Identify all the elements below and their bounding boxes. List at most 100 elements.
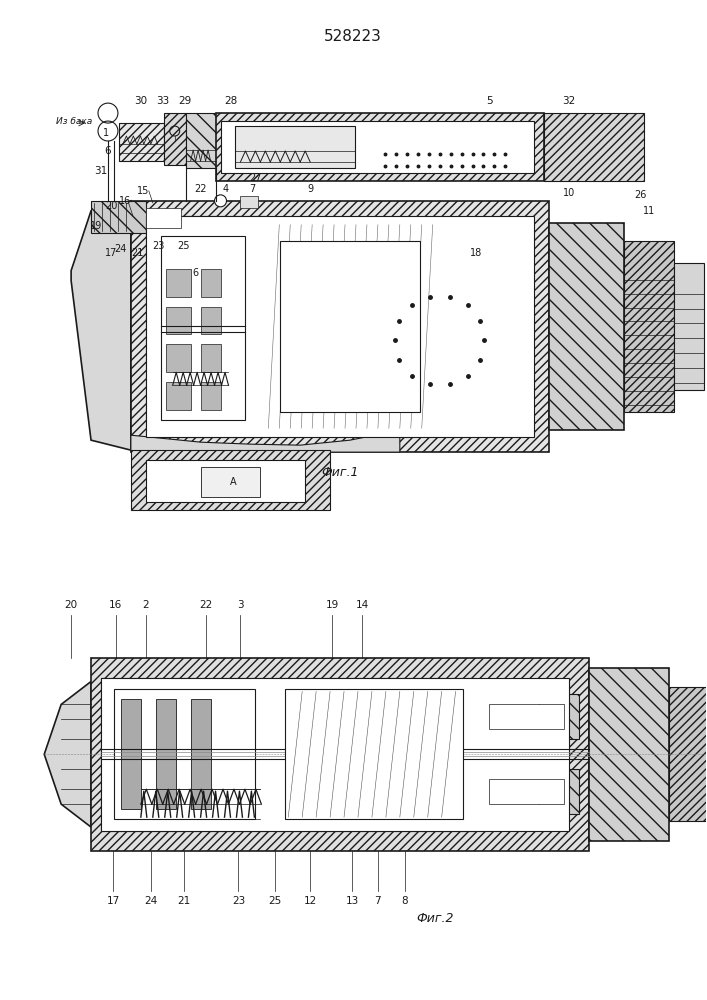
Bar (489, 704, 564, 729)
Bar (165, 307, 191, 334)
Bar (549, 223, 624, 430)
Bar (380, 150, 520, 172)
Text: 9: 9 (307, 184, 313, 194)
Text: 24: 24 (144, 896, 158, 906)
Bar (146, 216, 265, 437)
Circle shape (525, 779, 554, 809)
Text: A: A (230, 477, 237, 487)
Circle shape (405, 306, 474, 375)
Text: 3: 3 (237, 600, 244, 610)
Text: 26: 26 (635, 190, 647, 200)
Text: 2: 2 (143, 600, 149, 610)
Text: 1: 1 (103, 128, 109, 138)
Bar (589, 668, 669, 841)
Text: 21: 21 (132, 248, 144, 258)
Bar (674, 263, 703, 390)
Bar (101, 678, 569, 831)
Text: 22: 22 (194, 184, 207, 194)
Text: 7: 7 (375, 896, 381, 906)
Bar (624, 241, 674, 412)
Text: 20: 20 (105, 201, 117, 211)
Bar (131, 201, 549, 452)
Text: 5: 5 (486, 96, 493, 106)
Text: 31: 31 (94, 166, 107, 176)
Bar (114, 689, 255, 819)
Circle shape (214, 195, 226, 207)
Text: 17: 17 (105, 248, 117, 258)
Polygon shape (45, 681, 91, 827)
Circle shape (365, 266, 515, 415)
Bar (165, 269, 191, 297)
Bar (235, 126, 355, 168)
Bar (91, 201, 146, 233)
Bar (160, 236, 245, 420)
Text: 23: 23 (153, 241, 165, 251)
Bar (285, 689, 462, 819)
Text: 18: 18 (470, 248, 483, 258)
Text: 6: 6 (192, 268, 199, 278)
Text: 21: 21 (177, 896, 190, 906)
Bar (240, 196, 258, 208)
Bar (131, 450, 330, 510)
Text: 8: 8 (402, 896, 408, 906)
Bar (119, 123, 164, 161)
Bar (201, 344, 221, 372)
Bar (121, 699, 141, 809)
Bar (201, 307, 221, 334)
Bar (275, 678, 474, 831)
Bar (146, 208, 181, 228)
Bar (474, 694, 579, 739)
Text: 15: 15 (136, 186, 149, 196)
Text: 6: 6 (105, 146, 111, 156)
Bar (156, 699, 176, 809)
Text: 528223: 528223 (324, 29, 382, 44)
Polygon shape (71, 201, 131, 450)
Circle shape (525, 699, 554, 729)
Text: 16: 16 (119, 196, 131, 206)
Bar (201, 382, 221, 410)
Text: 20: 20 (64, 600, 78, 610)
Bar (265, 223, 435, 430)
Text: 19: 19 (90, 221, 102, 231)
Bar (489, 779, 564, 804)
Bar (101, 678, 270, 831)
Bar (91, 658, 589, 851)
Circle shape (385, 286, 494, 395)
Bar (221, 121, 534, 173)
Text: 10: 10 (563, 188, 575, 198)
Bar (669, 687, 707, 821)
Bar (191, 699, 211, 809)
Text: 27: 27 (249, 173, 262, 183)
Text: 13: 13 (346, 896, 358, 906)
Bar (146, 216, 534, 437)
Text: 24: 24 (115, 244, 127, 254)
Text: 28: 28 (224, 96, 237, 106)
Text: Из бака: Из бака (56, 117, 93, 126)
Bar (186, 113, 216, 168)
Polygon shape (131, 430, 400, 452)
Text: 33: 33 (156, 96, 170, 106)
Text: 29: 29 (178, 96, 192, 106)
Bar (544, 113, 644, 181)
Bar (165, 382, 191, 410)
Text: 19: 19 (325, 600, 339, 610)
Text: 7: 7 (250, 184, 255, 194)
Bar (474, 769, 579, 814)
Circle shape (422, 322, 457, 358)
Text: 30: 30 (134, 96, 147, 106)
Text: Фиг.1: Фиг.1 (321, 466, 359, 479)
Bar (146, 460, 305, 502)
Text: 25: 25 (269, 896, 282, 906)
Bar (165, 344, 191, 372)
Bar (216, 113, 544, 181)
Bar (201, 467, 260, 497)
Text: 22: 22 (199, 600, 212, 610)
Text: 14: 14 (356, 600, 368, 610)
Bar (164, 113, 186, 165)
Text: 12: 12 (303, 896, 317, 906)
Bar (280, 241, 420, 412)
Text: 25: 25 (177, 241, 190, 251)
Text: 16: 16 (110, 600, 122, 610)
Bar (201, 269, 221, 297)
Text: 23: 23 (232, 896, 245, 906)
